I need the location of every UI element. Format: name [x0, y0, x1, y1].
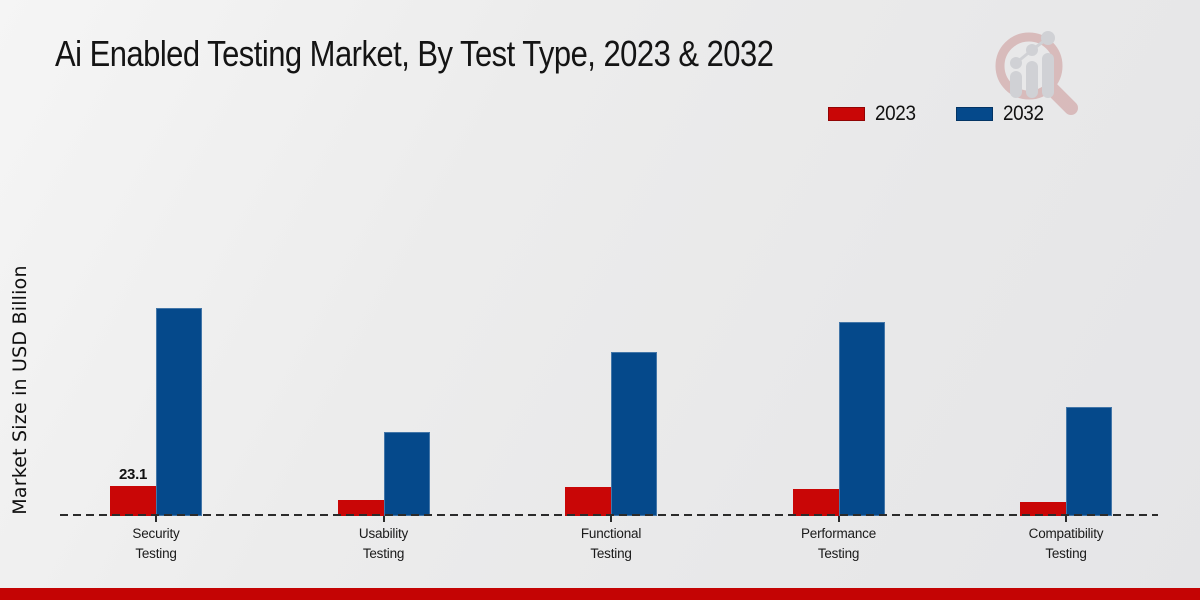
category-label-functional-testing: Functional Testing [580, 526, 642, 561]
bar-2032-performance-testing [838, 322, 885, 516]
bar-2032-usability-testing [383, 432, 430, 516]
chart-title: Ai Enabled Testing Market, By Test Type,… [55, 33, 890, 75]
bar-2023-compatibility-testing [1020, 502, 1066, 516]
bar-2023-performance-testing [792, 489, 839, 516]
category-label-usability-testing: Usability Testing [358, 526, 409, 561]
x-axis-tick-compatibility-testing [1065, 516, 1067, 522]
bottom-accent-bar [0, 588, 1200, 600]
x-axis-baseline [60, 514, 1158, 516]
bar-2023-security-testing [110, 486, 156, 516]
legend-label-2032: 2032 [1003, 102, 1044, 125]
bar-2023-usability-testing [337, 500, 384, 516]
legend-item-2032: 2032 [956, 102, 1048, 126]
x-axis-tick-usability-testing [382, 516, 385, 522]
category-label-security-testing: Security Testing [132, 526, 180, 561]
category-label-performance-testing: Performance Testing [800, 526, 877, 561]
x-axis-tick-functional-testing [610, 516, 612, 522]
bar-2032-security-testing [156, 308, 202, 516]
legend-item-2023: 2023 [828, 102, 920, 126]
x-axis-tick-performance-testing [837, 516, 840, 522]
category-label-compatibility-testing: Compatibility Testing [1028, 526, 1104, 561]
bar-2032-compatibility-testing [1066, 407, 1112, 516]
x-axis-tick-security-testing [155, 516, 157, 522]
chart-title-text: Ai Enabled Testing Market, By Test Type,… [55, 33, 774, 74]
legend: 2023 2032 [828, 100, 1048, 128]
bar-2023-functional-testing [565, 487, 611, 516]
legend-label-2023: 2023 [875, 102, 916, 125]
bar-2032-functional-testing [611, 352, 657, 516]
legend-swatch-2032 [956, 107, 994, 121]
legend-swatch-2023 [828, 107, 865, 121]
magnifier-growth-chart-logo-icon [995, 31, 1078, 115]
bar-value-label-2023-security-testing: 23.1 [119, 466, 147, 483]
